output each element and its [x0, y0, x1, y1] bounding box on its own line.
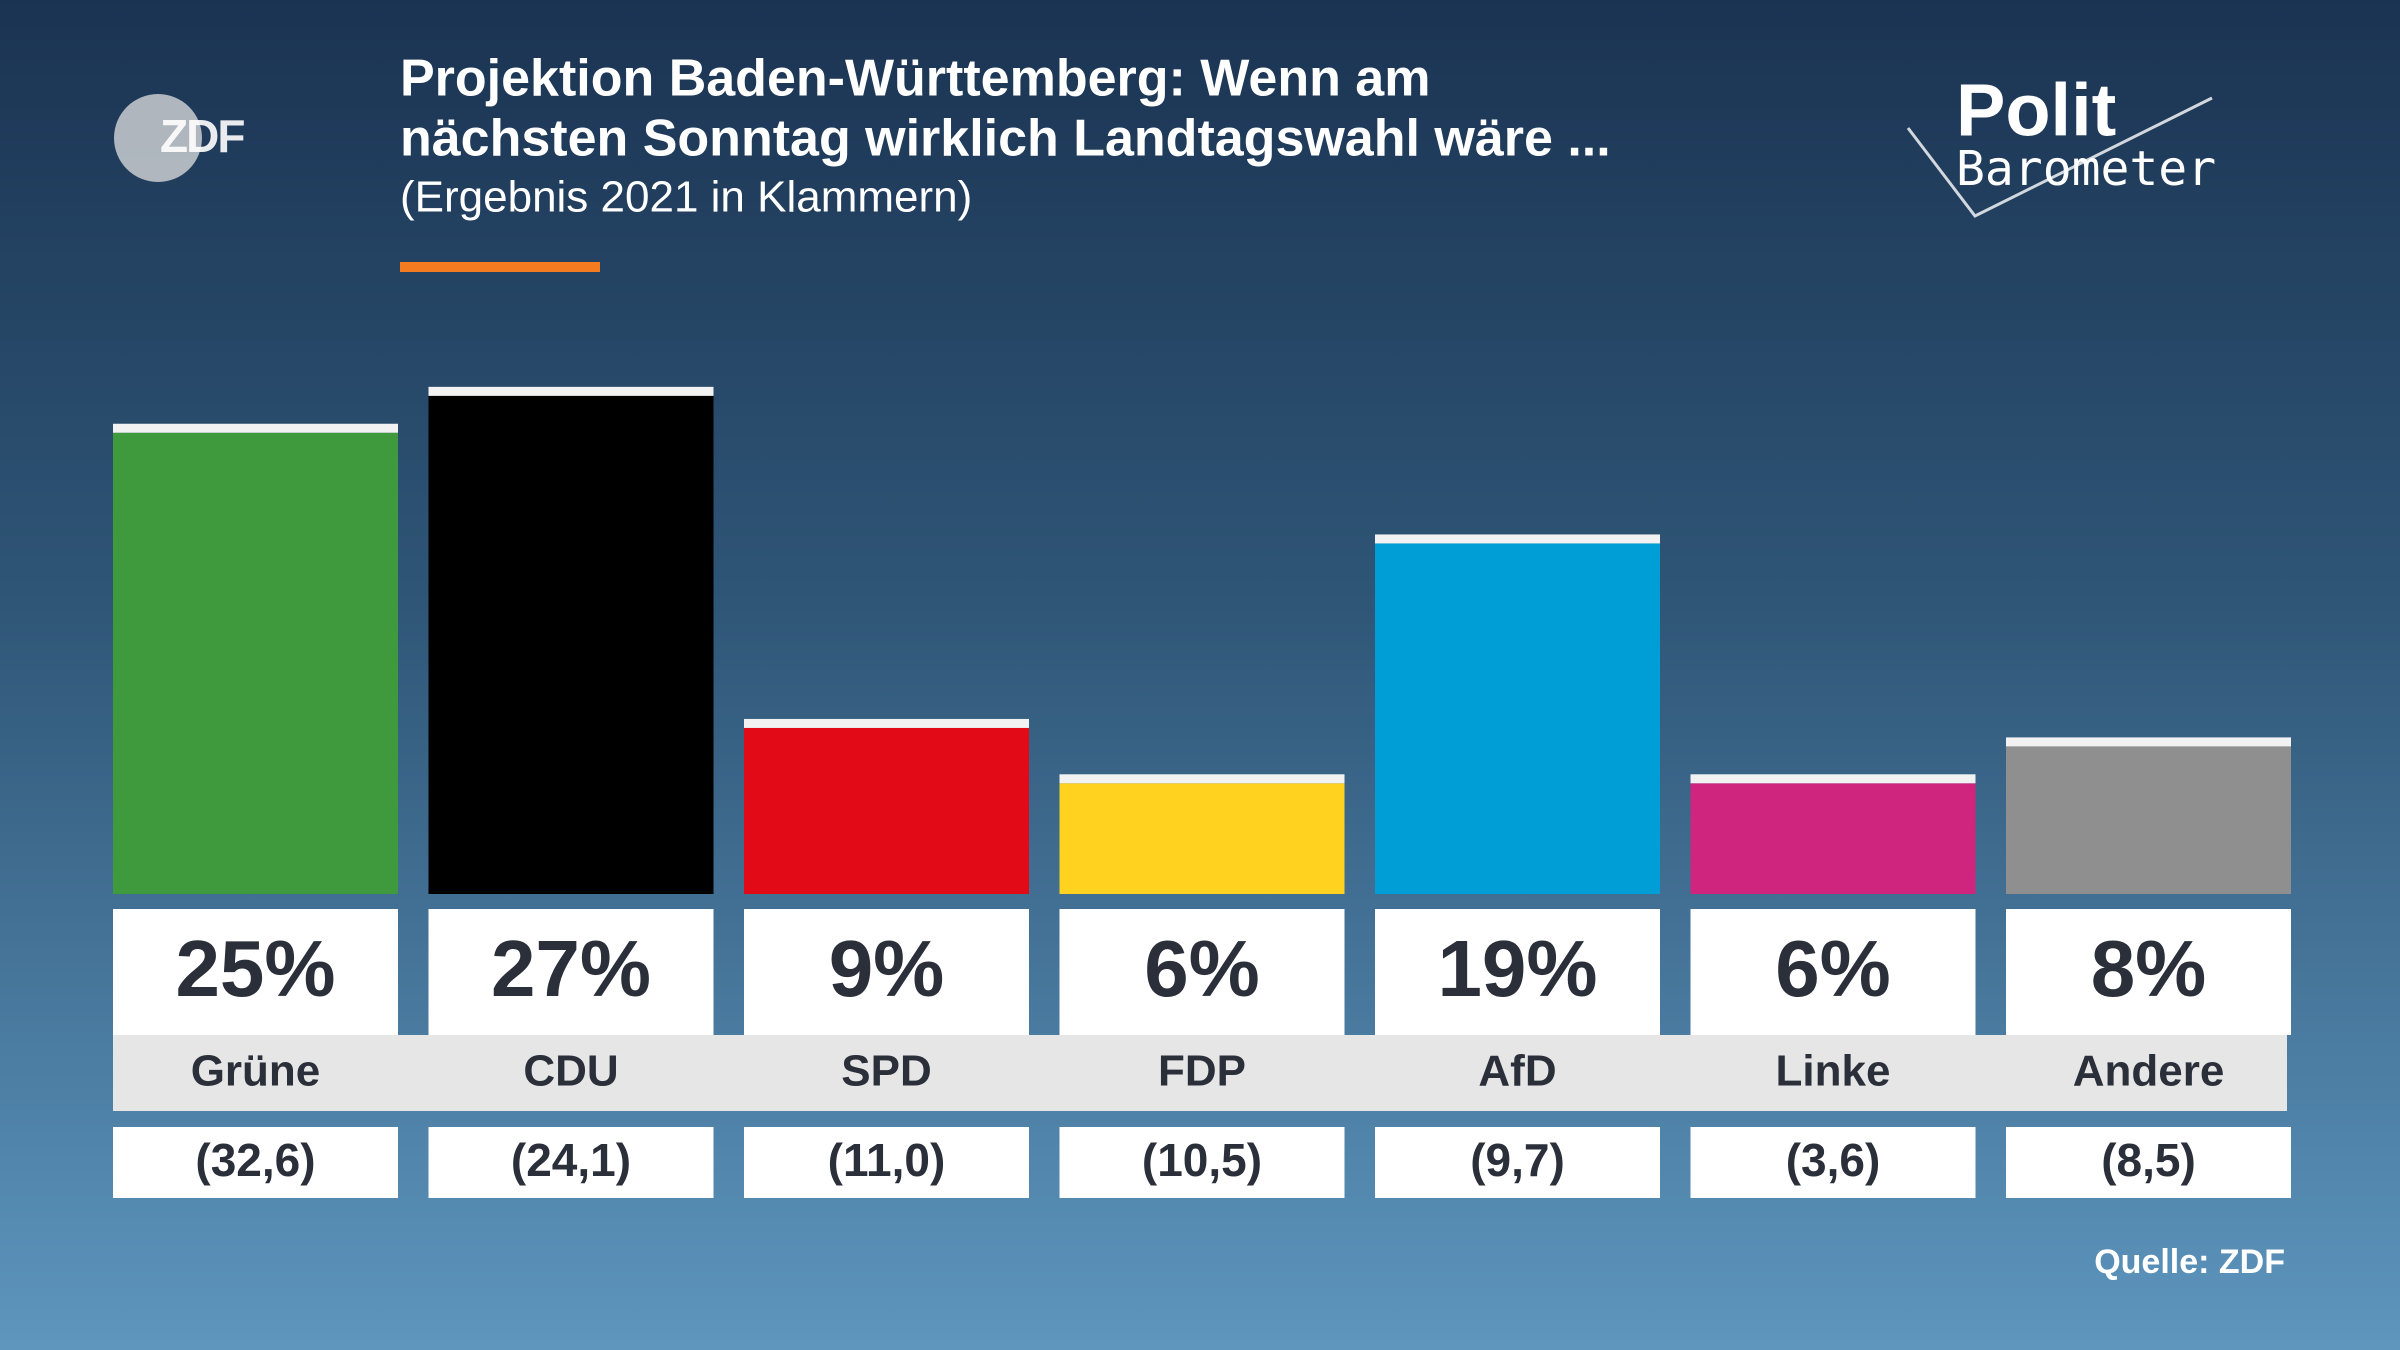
chart-title: Projektion Baden-Württemberg: Wenn am: [400, 50, 1430, 108]
previous-label: (32,6): [195, 1134, 315, 1186]
value-box: [1375, 909, 1660, 1035]
bar-cap: [2006, 737, 2291, 747]
previous-box: [1690, 1127, 1976, 1198]
bar: [2006, 746, 2291, 894]
previous-box: [744, 1127, 1029, 1198]
source: Quelle: ZDF: [2094, 1243, 2285, 1281]
previous-label: (24,1): [511, 1134, 631, 1186]
value-box: [1059, 909, 1345, 1035]
bar-cap: [1375, 534, 1660, 544]
previous-label: (3,6): [1786, 1134, 1881, 1186]
category-label: AfD: [1478, 1047, 1556, 1096]
value-label: 9%: [829, 924, 945, 1013]
previous-box: [1059, 1127, 1345, 1198]
logo: ZDF: [160, 110, 244, 162]
chart-subtitle: (Ergebnis 2021 in Klammern): [400, 173, 972, 222]
category-label: Linke: [1776, 1047, 1891, 1096]
value-label: 27%: [491, 924, 651, 1013]
category-label: FDP: [1158, 1047, 1246, 1096]
previous-label: (10,5): [1142, 1134, 1262, 1186]
value-label: 8%: [2091, 924, 2207, 1013]
previous-box: [2006, 1127, 2291, 1198]
brand-bottom: Barometer: [1956, 141, 2216, 197]
bar: [1375, 543, 1660, 894]
bar-cap: [1059, 774, 1345, 784]
brand-top: Polit: [1956, 69, 2116, 152]
accent-bar: [400, 262, 600, 272]
category-label: Grüne: [191, 1047, 321, 1096]
logo-circle: [114, 94, 202, 182]
bar-cap: [428, 386, 714, 396]
previous-box: [113, 1127, 398, 1198]
bar-cap: [1690, 774, 1976, 784]
value-box: [428, 909, 714, 1035]
bar: [1690, 783, 1976, 894]
value-label: 6%: [1775, 924, 1891, 1013]
previous-label: (9,7): [1470, 1134, 1565, 1186]
brand-check: [1906, 96, 2213, 218]
previous-box: [1375, 1127, 1660, 1198]
name-band: [113, 1035, 2287, 1111]
category-label: CDU: [523, 1047, 618, 1096]
value-box: [113, 909, 398, 1035]
bar-cap: [113, 423, 398, 433]
bar: [113, 432, 398, 894]
category-label: SPD: [841, 1047, 931, 1096]
previous-label: (11,0): [828, 1134, 946, 1186]
value-label: 25%: [175, 924, 335, 1013]
bar: [1059, 783, 1345, 894]
value-box: [744, 909, 1029, 1035]
chart-title: nächsten Sonntag wirklich Landtagswahl w…: [400, 110, 1611, 168]
bar-cap: [744, 718, 1029, 728]
previous-label: (8,5): [2101, 1134, 2196, 1186]
category-label: Andere: [2073, 1047, 2225, 1096]
bar: [428, 395, 714, 894]
value-label: 6%: [1144, 924, 1260, 1013]
value-box: [2006, 909, 2291, 1035]
previous-box: [428, 1127, 714, 1198]
value-box: [1690, 909, 1976, 1035]
bar: [744, 727, 1029, 894]
value-label: 19%: [1437, 924, 1597, 1013]
